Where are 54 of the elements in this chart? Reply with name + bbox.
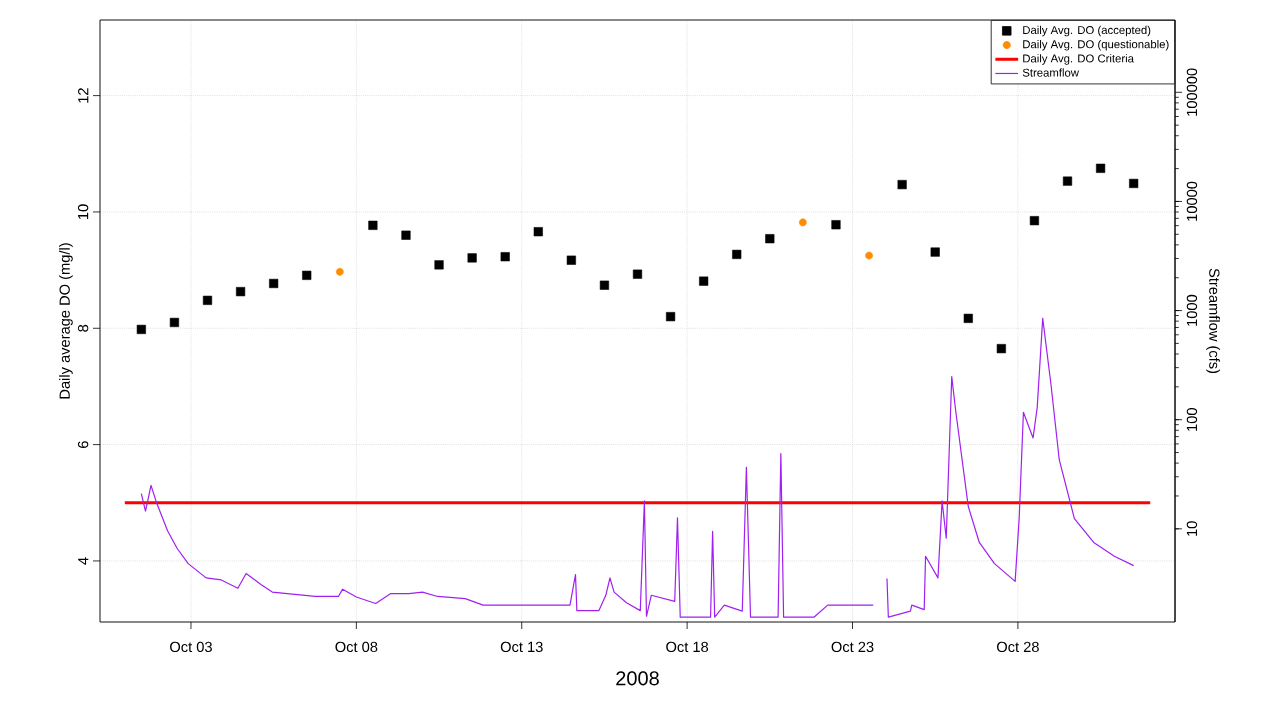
- point: [467, 253, 477, 263]
- point: [368, 220, 378, 230]
- x-tick-label: Oct 13: [500, 641, 543, 653]
- y-tick-label: 8: [77, 324, 89, 332]
- point: [963, 313, 973, 323]
- point: [566, 255, 576, 265]
- point: [202, 295, 213, 305]
- point: [169, 317, 179, 328]
- x-axis-title: 2008: [616, 671, 659, 686]
- y-tick-label: 6: [77, 441, 89, 448]
- y2-tick-label: 1000: [1186, 294, 1198, 326]
- legend-label: Streamflow: [1022, 68, 1080, 77]
- point: [831, 220, 841, 230]
- y-tick-label: 4: [78, 557, 89, 565]
- point: [666, 312, 676, 322]
- point: [236, 287, 246, 297]
- point: [699, 276, 709, 286]
- point: [897, 180, 907, 190]
- point: [632, 269, 643, 279]
- point: [269, 278, 279, 289]
- y-axis-title: Daily average DO (mg/l): [59, 243, 73, 399]
- point: [599, 280, 610, 290]
- point: [335, 267, 344, 276]
- point: [799, 218, 807, 227]
- x-tick-label: Oct 28: [996, 641, 1039, 653]
- y-tick-label: 12: [78, 88, 89, 103]
- point: [1029, 216, 1039, 226]
- x-tick-label: Oct 23: [831, 641, 874, 653]
- point: [765, 234, 775, 244]
- x-tick-label: Oct 18: [666, 641, 709, 653]
- y2-tick-label: 10: [1186, 521, 1198, 536]
- y2-axis-title: Streamflow (cfs): [1206, 268, 1220, 374]
- point: [1129, 178, 1139, 189]
- legend-label: Daily Avg. DO Criteria: [1023, 54, 1134, 65]
- point: [401, 230, 411, 240]
- point: [500, 252, 510, 262]
- legend-label: Daily Avg. DO (accepted): [1023, 25, 1151, 37]
- x-tick-label: Oct 08: [335, 641, 378, 653]
- point: [865, 251, 873, 260]
- point: [1062, 176, 1073, 186]
- point: [1096, 163, 1106, 173]
- y2-tick-label: 10000: [1186, 181, 1198, 221]
- y-tick-label: 10: [77, 204, 89, 219]
- point: [136, 324, 146, 334]
- y2-tick-label: 100: [1186, 408, 1198, 431]
- x-tick-label: Oct 03: [170, 641, 212, 653]
- point: [930, 247, 940, 257]
- legend-label: Daily Avg. DO (questionable): [1023, 39, 1169, 51]
- point: [996, 344, 1006, 354]
- y2-tick-label: 100000: [1186, 68, 1198, 116]
- point: [533, 227, 543, 237]
- point: [302, 270, 312, 280]
- point: [434, 260, 444, 270]
- point: [732, 249, 742, 259]
